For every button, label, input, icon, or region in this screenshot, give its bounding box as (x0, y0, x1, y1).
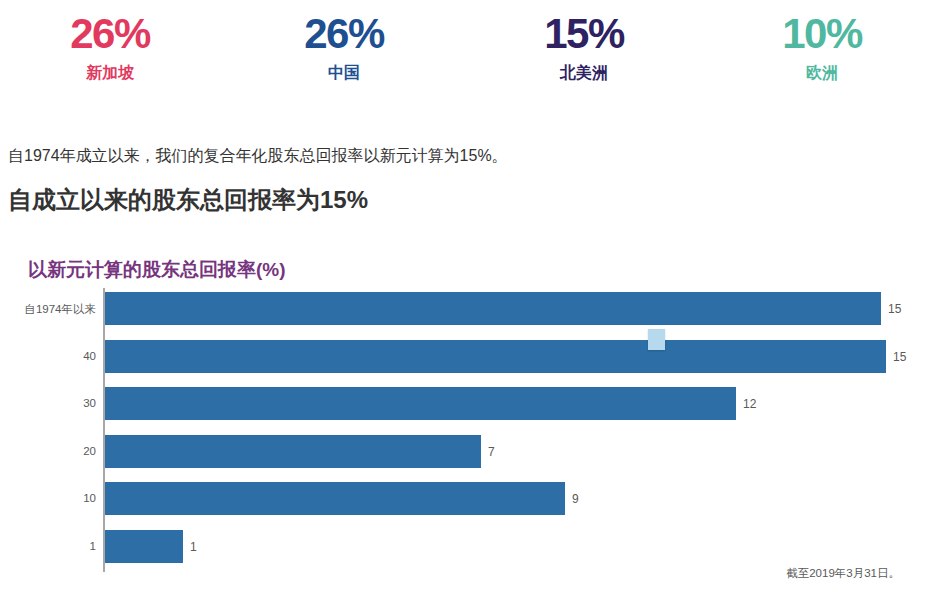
value-label: 9 (572, 492, 579, 506)
value-label: 15 (888, 302, 901, 316)
category-label: 30 (0, 397, 96, 409)
category-label: 40 (0, 350, 96, 362)
value-label: 1 (190, 540, 197, 554)
bar-chart: 以新元计算的股东总回报率(%) 自1974年以来 15 40 15 30 12 20 7 10 9… (0, 0, 925, 589)
category-label: 自1974年以来 (0, 302, 96, 317)
bar[interactable] (105, 482, 565, 515)
bar[interactable] (105, 387, 736, 420)
as-of-date-note: 截至2019年3月31日。 (786, 566, 900, 581)
bar[interactable] (105, 292, 881, 325)
page: 26%新加坡26%中国15%北美洲10%欧洲 自1974年成立以来，我们的复合年… (0, 0, 925, 589)
category-label: 1 (0, 540, 96, 552)
chart-title: 以新元计算的股东总回报率(%) (28, 257, 286, 283)
hover-marker[interactable] (648, 329, 665, 350)
value-label: 12 (743, 397, 756, 411)
value-label: 15 (893, 350, 906, 364)
category-label: 20 (0, 445, 96, 457)
value-label: 7 (488, 445, 495, 459)
bar[interactable] (105, 435, 481, 468)
category-label: 10 (0, 492, 96, 504)
bar[interactable] (105, 530, 183, 563)
bar[interactable] (105, 340, 886, 373)
